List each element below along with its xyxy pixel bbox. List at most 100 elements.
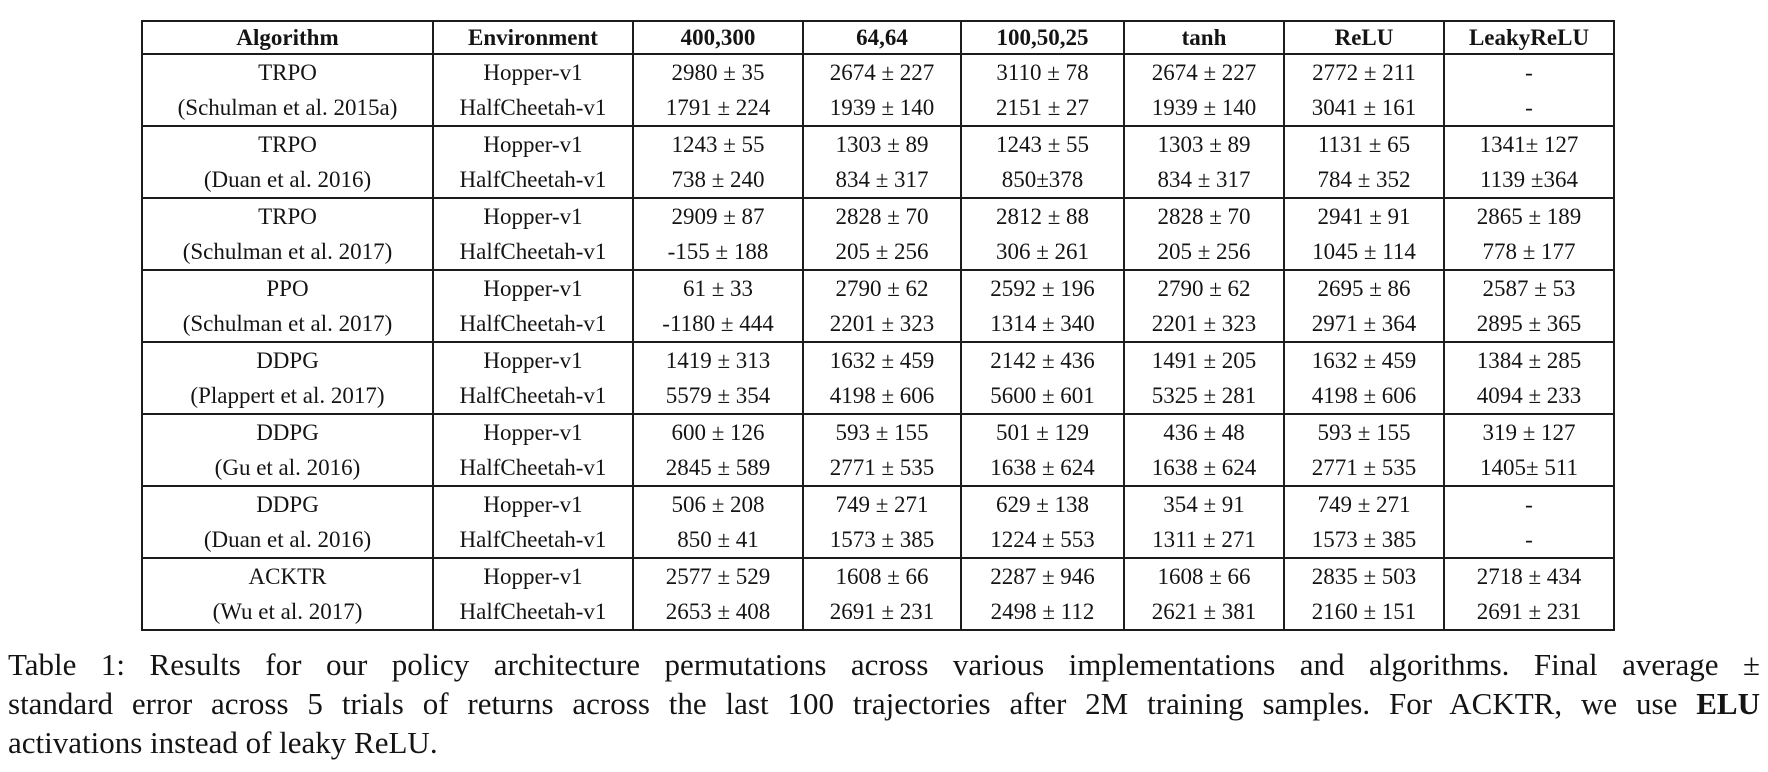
result-cell: 600 ± 126 bbox=[632, 413, 804, 450]
result-cell: 306 ± 261 bbox=[960, 234, 1125, 270]
result-cell: 1384 ± 285 bbox=[1443, 341, 1615, 378]
result-cell: 1139 ±364 bbox=[1443, 162, 1615, 198]
result-cell: 1939 ± 140 bbox=[1123, 90, 1285, 126]
result-cell: 3041 ± 161 bbox=[1283, 90, 1445, 126]
table-row: DDPG Hopper-v1 506 ± 208 749 ± 271 629 ± 138… bbox=[141, 485, 1615, 522]
result-cell: 1638 ± 624 bbox=[1123, 450, 1285, 486]
algorithm-citation: (Gu et al. 2016) bbox=[141, 450, 434, 486]
column-header: 400,300 bbox=[632, 20, 804, 55]
environment-cell: Hopper-v1 bbox=[432, 413, 634, 450]
result-cell: 2772 ± 211 bbox=[1283, 53, 1445, 90]
result-cell: 2980 ± 35 bbox=[632, 53, 804, 90]
result-cell: 2498 ± 112 bbox=[960, 594, 1125, 631]
caption-line-2-text: standard error across 5 trials of return… bbox=[8, 686, 1697, 721]
result-cell: 1303 ± 89 bbox=[1123, 125, 1285, 162]
result-cell: 834 ± 317 bbox=[1123, 162, 1285, 198]
results-table: Algorithm Environment 400,300 64,64 100,50,2… bbox=[141, 20, 1615, 631]
result-cell: 2812 ± 88 bbox=[960, 197, 1125, 234]
result-cell: 738 ± 240 bbox=[632, 162, 804, 198]
result-cell: 2695 ± 86 bbox=[1283, 269, 1445, 306]
table-row: PPO Hopper-v1 61 ± 33 2790 ± 62 2592 ± 196 27… bbox=[141, 269, 1615, 306]
result-cell: 2674 ± 227 bbox=[1123, 53, 1285, 90]
result-cell: 850±378 bbox=[960, 162, 1125, 198]
result-cell: 4094 ± 233 bbox=[1443, 378, 1615, 414]
result-cell: 4198 ± 606 bbox=[1283, 378, 1445, 414]
algorithm-citation: (Schulman et al. 2017) bbox=[141, 234, 434, 270]
result-cell: 1045 ± 114 bbox=[1283, 234, 1445, 270]
table-row: (Schulman et al. 2017) HalfCheetah-v1 -118… bbox=[141, 306, 1615, 342]
result-cell: 2865 ± 189 bbox=[1443, 197, 1615, 234]
result-cell: 2828 ± 70 bbox=[802, 197, 962, 234]
caption-line-1: Table 1: Results for our policy architec… bbox=[8, 647, 1760, 682]
result-cell: 2971 ± 364 bbox=[1283, 306, 1445, 342]
table-row: ACKTR Hopper-v1 2577 ± 529 1608 ± 66 2287 ± … bbox=[141, 557, 1615, 594]
algorithm-citation: (Schulman et al. 2015a) bbox=[141, 90, 434, 126]
result-cell: 1573 ± 385 bbox=[1283, 522, 1445, 558]
environment-cell: HalfCheetah-v1 bbox=[432, 90, 634, 126]
result-cell: 5325 ± 281 bbox=[1123, 378, 1285, 414]
result-cell: 2835 ± 503 bbox=[1283, 557, 1445, 594]
result-cell: 5600 ± 601 bbox=[960, 378, 1125, 414]
result-cell: 1608 ± 66 bbox=[1123, 557, 1285, 594]
result-cell: 2790 ± 62 bbox=[1123, 269, 1285, 306]
result-cell: 2160 ± 151 bbox=[1283, 594, 1445, 631]
result-cell: 1314 ± 340 bbox=[960, 306, 1125, 342]
environment-cell: Hopper-v1 bbox=[432, 269, 634, 306]
result-cell: 2577 ± 529 bbox=[632, 557, 804, 594]
result-cell: 205 ± 256 bbox=[802, 234, 962, 270]
result-cell: 1243 ± 55 bbox=[632, 125, 804, 162]
result-cell: 778 ± 177 bbox=[1443, 234, 1615, 270]
result-cell: 1573 ± 385 bbox=[802, 522, 962, 558]
result-cell: 2653 ± 408 bbox=[632, 594, 804, 631]
result-cell: 4198 ± 606 bbox=[802, 378, 962, 414]
table-row: DDPG Hopper-v1 1419 ± 313 1632 ± 459 2142 ± … bbox=[141, 341, 1615, 378]
result-cell: 2674 ± 227 bbox=[802, 53, 962, 90]
result-cell: 2621 ± 381 bbox=[1123, 594, 1285, 631]
result-cell: 1419 ± 313 bbox=[632, 341, 804, 378]
environment-cell: Hopper-v1 bbox=[432, 485, 634, 522]
algorithm-citation: (Duan et al. 2016) bbox=[141, 162, 434, 198]
algorithm-name: DDPG bbox=[141, 485, 434, 522]
table-row: DDPG Hopper-v1 600 ± 126 593 ± 155 501 ± 129… bbox=[141, 413, 1615, 450]
caption-bold-elu: ELU bbox=[1696, 686, 1760, 721]
result-cell: 2828 ± 70 bbox=[1123, 197, 1285, 234]
result-cell: 1131 ± 65 bbox=[1283, 125, 1445, 162]
result-cell: 354 ± 91 bbox=[1123, 485, 1285, 522]
environment-cell: HalfCheetah-v1 bbox=[432, 522, 634, 558]
result-cell: -155 ± 188 bbox=[632, 234, 804, 270]
algorithm-name: TRPO bbox=[141, 197, 434, 234]
column-header: LeakyReLU bbox=[1443, 20, 1615, 55]
result-cell: 850 ± 41 bbox=[632, 522, 804, 558]
result-cell: -1180 ± 444 bbox=[632, 306, 804, 342]
result-cell: 2691 ± 231 bbox=[802, 594, 962, 631]
result-cell: 501 ± 129 bbox=[960, 413, 1125, 450]
result-cell: - bbox=[1443, 485, 1615, 522]
algorithm-name: TRPO bbox=[141, 125, 434, 162]
result-cell: 834 ± 317 bbox=[802, 162, 962, 198]
algorithm-name: DDPG bbox=[141, 413, 434, 450]
algorithm-citation: (Plappert et al. 2017) bbox=[141, 378, 434, 414]
column-header: Environment bbox=[432, 20, 634, 55]
column-header: 100,50,25 bbox=[960, 20, 1125, 55]
result-cell: 2151 ± 27 bbox=[960, 90, 1125, 126]
result-cell: 205 ± 256 bbox=[1123, 234, 1285, 270]
result-cell: 593 ± 155 bbox=[1283, 413, 1445, 450]
result-cell: 1311 ± 271 bbox=[1123, 522, 1285, 558]
table-caption: Table 1: Results for our policy architec… bbox=[8, 645, 1760, 762]
algorithm-name: TRPO bbox=[141, 53, 434, 90]
environment-cell: HalfCheetah-v1 bbox=[432, 594, 634, 631]
result-cell: 2718 ± 434 bbox=[1443, 557, 1615, 594]
environment-cell: Hopper-v1 bbox=[432, 341, 634, 378]
table-row: TRPO Hopper-v1 2909 ± 87 2828 ± 70 2812 ± 88… bbox=[141, 197, 1615, 234]
environment-cell: HalfCheetah-v1 bbox=[432, 450, 634, 486]
result-cell: 593 ± 155 bbox=[802, 413, 962, 450]
result-cell: 506 ± 208 bbox=[632, 485, 804, 522]
result-cell: 1303 ± 89 bbox=[802, 125, 962, 162]
table-body: TRPO Hopper-v1 2980 ± 35 2674 ± 227 3110 ± 7… bbox=[141, 53, 1615, 631]
column-header: Algorithm bbox=[141, 20, 434, 55]
result-cell: 3110 ± 78 bbox=[960, 53, 1125, 90]
column-header: 64,64 bbox=[802, 20, 962, 55]
algorithm-citation: (Schulman et al. 2017) bbox=[141, 306, 434, 342]
table-header-row: Algorithm Environment 400,300 64,64 100,50,2… bbox=[141, 20, 1615, 55]
result-cell: 2895 ± 365 bbox=[1443, 306, 1615, 342]
